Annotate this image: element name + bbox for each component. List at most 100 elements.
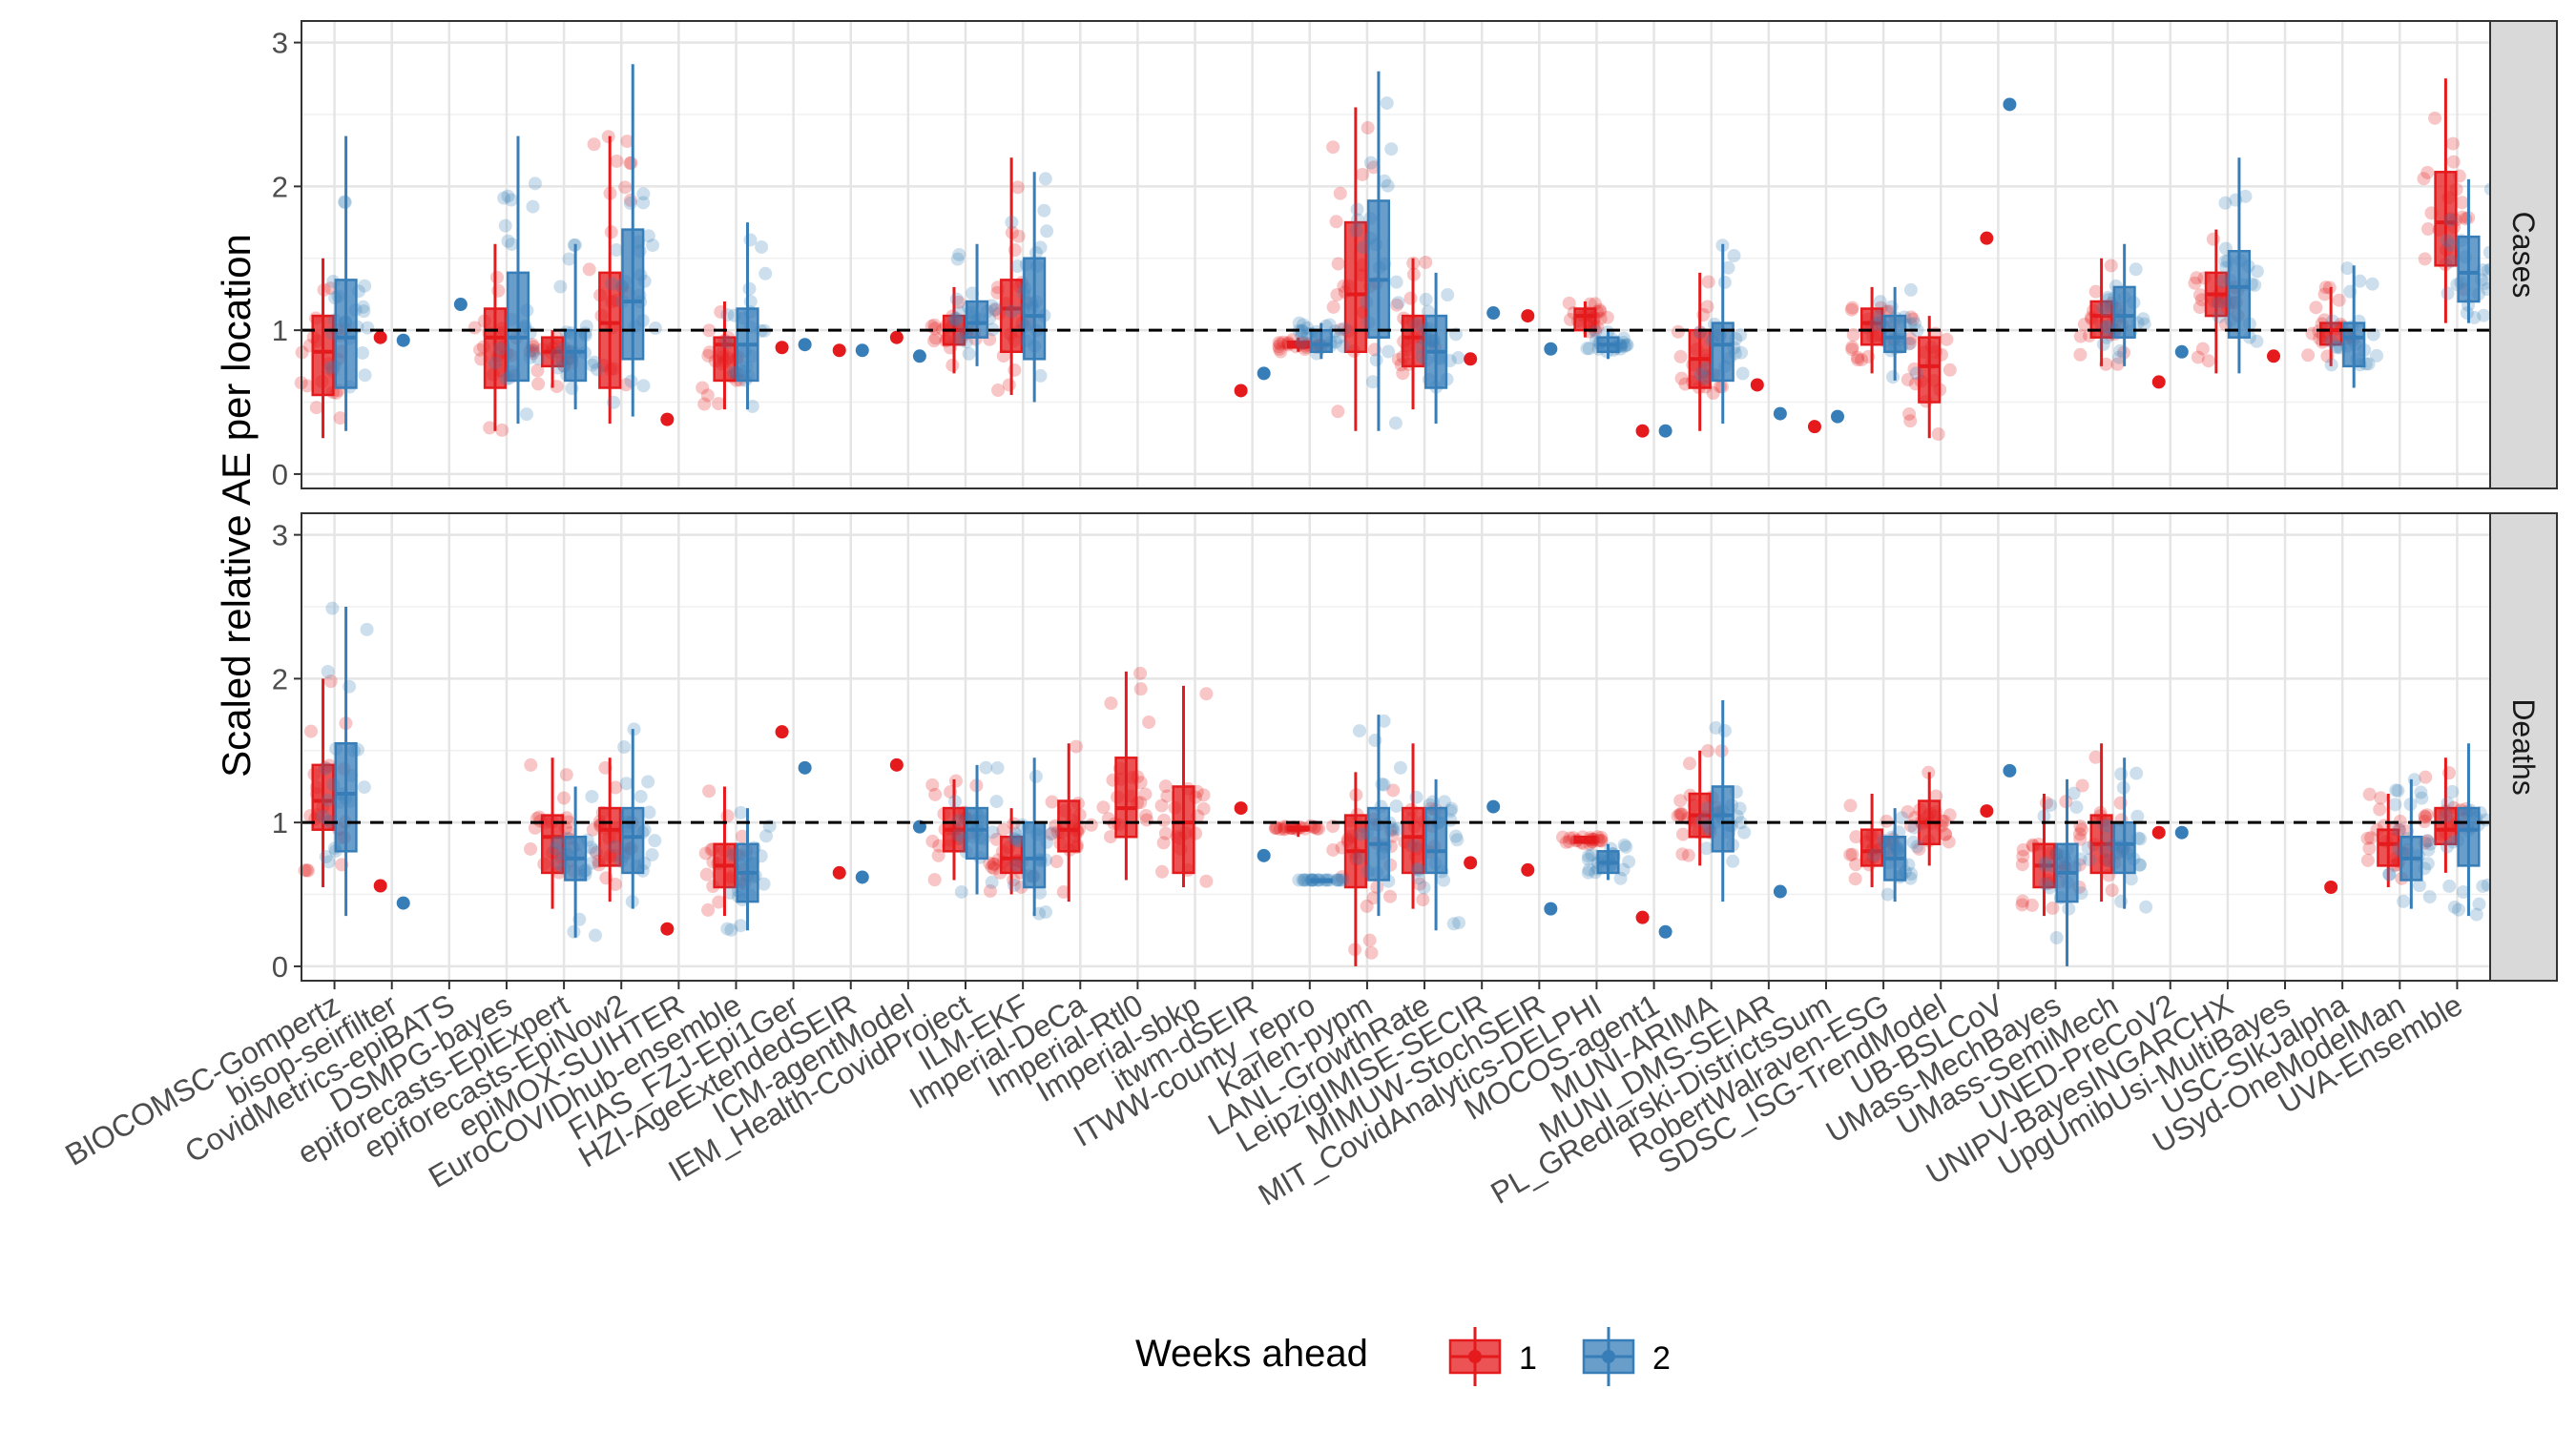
jitter-point [2100, 830, 2114, 844]
jitter-point [634, 789, 648, 803]
jitter-point [2077, 317, 2091, 331]
jitter-point [360, 622, 374, 636]
jitter-point [2110, 357, 2125, 371]
jitter-point [1139, 808, 1153, 822]
jitter-point [505, 237, 519, 251]
jitter-point [1336, 340, 1350, 354]
jitter-point [2420, 808, 2434, 822]
jitter-point [483, 421, 497, 435]
jitter-point [2353, 274, 2367, 288]
jitter-point [1033, 885, 1048, 900]
jitter-point [1444, 801, 1459, 816]
jitter-point [986, 825, 1000, 840]
jitter-point [1845, 342, 1859, 357]
single-point [373, 330, 387, 344]
jitter-point [1268, 820, 1282, 835]
jitter-point [1069, 739, 1083, 754]
jitter-point [2418, 815, 2432, 829]
single-point [1544, 342, 1558, 356]
jitter-point [702, 323, 717, 338]
jitter-point [2441, 840, 2455, 854]
single-point [2151, 825, 2166, 840]
single-point [798, 338, 812, 352]
jitter-point [2309, 301, 2323, 315]
jitter-point [550, 347, 564, 362]
jitter-point [2015, 894, 2029, 908]
jitter-point [2340, 261, 2355, 276]
jitter-point [1370, 880, 1384, 894]
jitter-point [949, 314, 964, 328]
single-point [889, 330, 904, 344]
jitter-point [1352, 851, 1366, 865]
jitter-point [1355, 167, 1369, 181]
jitter-point [1701, 275, 1715, 289]
jitter-point [610, 154, 624, 168]
jitter-point [2132, 858, 2147, 872]
box [540, 814, 565, 875]
jitter-point [2191, 350, 2205, 364]
jitter-point [1156, 836, 1171, 850]
jitter-point [1364, 945, 1379, 960]
jitter-point [1038, 172, 1052, 186]
box [713, 336, 737, 383]
jitter-point [1446, 917, 1461, 931]
jitter-point [2062, 902, 2076, 916]
box [621, 806, 645, 875]
jitter-point [641, 775, 655, 789]
jitter-point [1158, 779, 1173, 794]
facet-deaths: 0 1 2 3 Deaths [272, 512, 2558, 984]
jitter-point [2016, 842, 2030, 857]
jitter-point [1133, 682, 1148, 696]
jitter-point [2467, 310, 2482, 324]
jitter-point [1700, 801, 1714, 816]
jitter-point [1939, 827, 1953, 841]
jitter-point [2443, 238, 2458, 252]
box [2457, 235, 2481, 303]
jitter-point [1617, 838, 1631, 852]
y-tick-label: 1 [272, 314, 288, 347]
jitter-point [2103, 854, 2117, 868]
single-point [396, 896, 410, 910]
jitter-point [2397, 894, 2411, 908]
jitter-point [300, 379, 314, 393]
jitter-point [1010, 830, 1025, 844]
jitter-point [1326, 140, 1340, 155]
jitter-point [2136, 312, 2150, 326]
single-point [1773, 406, 1787, 421]
jitter-point [2442, 879, 2457, 893]
jitter-point [2419, 810, 2433, 824]
jitter-point [2238, 189, 2253, 203]
jitter-point [2330, 340, 2344, 354]
jitter-point [2428, 111, 2442, 125]
jitter-point [624, 156, 638, 170]
jitter-point [333, 411, 347, 425]
jitter-point [1329, 215, 1343, 229]
jitter-point [316, 809, 330, 823]
jitter-point [1310, 821, 1324, 836]
jitter-point [702, 784, 717, 798]
jitter-point [948, 774, 963, 788]
jitter-point [1616, 336, 1631, 350]
jitter-point [2452, 902, 2466, 917]
jitter-point [989, 795, 1004, 809]
jitter-point [1351, 213, 1365, 227]
jitter-point [1008, 832, 1022, 846]
jitter-point [1331, 873, 1345, 887]
jitter-point [698, 846, 713, 861]
jitter-point [1727, 249, 1741, 263]
jitter-point [1903, 414, 1918, 428]
jitter-point [2072, 827, 2087, 841]
jitter-point [531, 351, 546, 365]
jitter-point [720, 809, 735, 823]
jitter-point [608, 877, 622, 891]
jitter-point [1706, 386, 1720, 401]
jitter-point [1160, 789, 1174, 803]
jitter-point [528, 820, 542, 835]
single-point [1773, 884, 1787, 899]
jitter-point [642, 805, 656, 819]
single-point [1831, 409, 1845, 424]
jitter-point [1029, 246, 1044, 260]
jitter-point [2441, 286, 2455, 301]
legend-label: 2 [1652, 1340, 1671, 1377]
jitter-point [949, 312, 964, 326]
